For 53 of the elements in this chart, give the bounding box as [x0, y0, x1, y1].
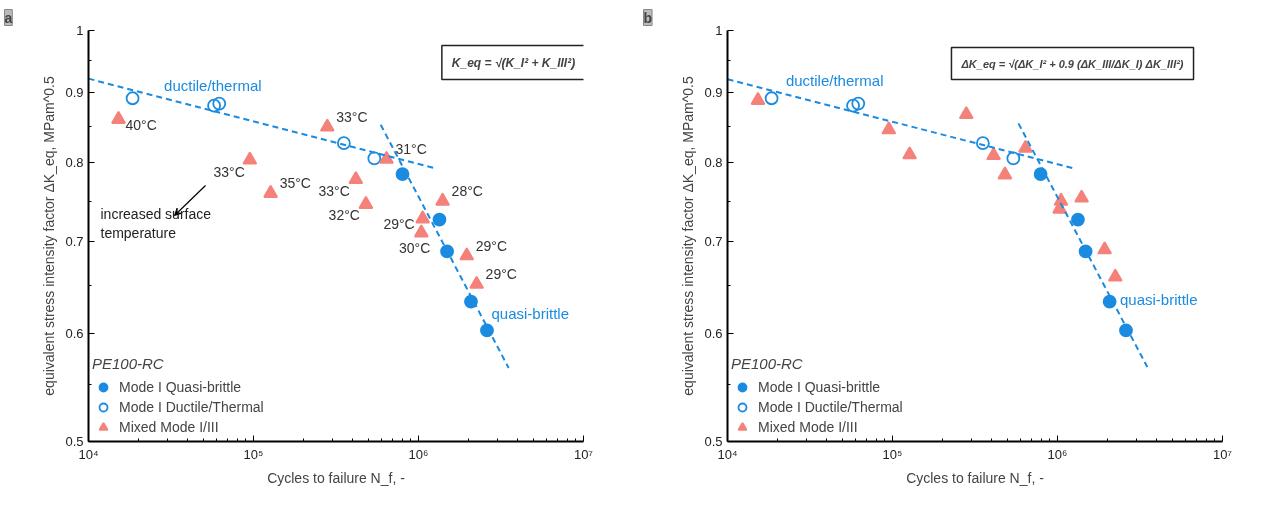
annotation: 29°C: [383, 215, 415, 232]
x-tick-label: 10⁵: [882, 446, 903, 462]
annotation: 40°C: [125, 117, 157, 134]
x-tick-label: 10⁷: [573, 446, 594, 462]
legend-label: Mode I Ductile/Thermal: [758, 399, 903, 415]
legend-label: Mode I Quasi-brittle: [119, 379, 242, 395]
y-tick-label: 0.9: [704, 85, 723, 101]
x-axis-title: Cycles to failure N_f, -: [906, 469, 1045, 486]
x-tick-label: 10⁴: [78, 446, 99, 462]
y-tick-label: 0.5: [65, 434, 84, 449]
y-tick-label: 0.7: [704, 234, 723, 250]
legend-label: Mixed Mode I/III: [119, 419, 219, 435]
annotation: 29°C: [485, 266, 517, 283]
y-tick-label: 0.8: [704, 155, 723, 171]
y-axis-title: equivalent stress intensity factor ΔK_eq, MPam^0.5: [680, 76, 697, 396]
annotation: quasi-brittle: [491, 304, 570, 322]
annotation: 31°C: [395, 141, 427, 158]
legend-label: Mode I Ductile/Thermal: [119, 399, 264, 415]
annotation: 30°C: [399, 239, 431, 256]
annotation: 28°C: [451, 183, 483, 200]
x-axis-title: Cycles to failure N_f, -: [267, 469, 406, 486]
chart-title: a: [4, 9, 13, 26]
y-tick-label: 0.6: [704, 325, 723, 341]
legend-title: PE100-RC: [92, 355, 165, 372]
annotation: 33°C: [318, 183, 350, 200]
y-tick-label: 0.6: [65, 325, 84, 341]
y-tick-label: 0.8: [65, 155, 84, 171]
x-tick-label: 10⁵: [243, 446, 264, 462]
annotation: quasi-brittle: [1120, 291, 1198, 309]
annotation: 33°C: [336, 108, 368, 125]
annotation: 29°C: [475, 237, 507, 254]
y-tick-label: 0.7: [65, 234, 84, 250]
annotation: 33°C: [213, 163, 245, 180]
annotation: 32°C: [328, 207, 360, 224]
annotation: ductile/thermal: [785, 71, 884, 89]
annotation: ΔK_eq = √(ΔK_I² + 0.9 (ΔK_III/ΔK_I) ΔK_III²): [960, 57, 1184, 70]
annotation: 35°C: [279, 175, 311, 192]
x-tick-label: 10⁶: [1047, 446, 1068, 462]
legend-title: PE100-RC: [731, 355, 804, 372]
legend-label: Mixed Mode I/III: [758, 419, 858, 435]
x-tick-label: 10⁷: [1212, 446, 1233, 462]
y-tick-label: 1: [715, 23, 723, 38]
annotation: ductile/thermal: [164, 76, 262, 94]
y-axis-title: equivalent stress intensity factor ΔK_eq, MPam^0.5: [41, 76, 58, 396]
annotation: increased surface temperature: [100, 206, 212, 242]
y-tick-label: 0.5: [704, 434, 723, 449]
legend-label: Mode I Quasi-brittle: [758, 379, 881, 395]
x-tick-label: 10⁶: [408, 446, 429, 462]
x-tick-label: 10⁴: [717, 446, 738, 462]
y-tick-label: 1: [76, 23, 84, 38]
y-tick-label: 0.9: [65, 85, 84, 101]
annotation: K_eq = √(K_I² + K_III²): [451, 55, 576, 70]
chart-title: b: [643, 9, 653, 26]
